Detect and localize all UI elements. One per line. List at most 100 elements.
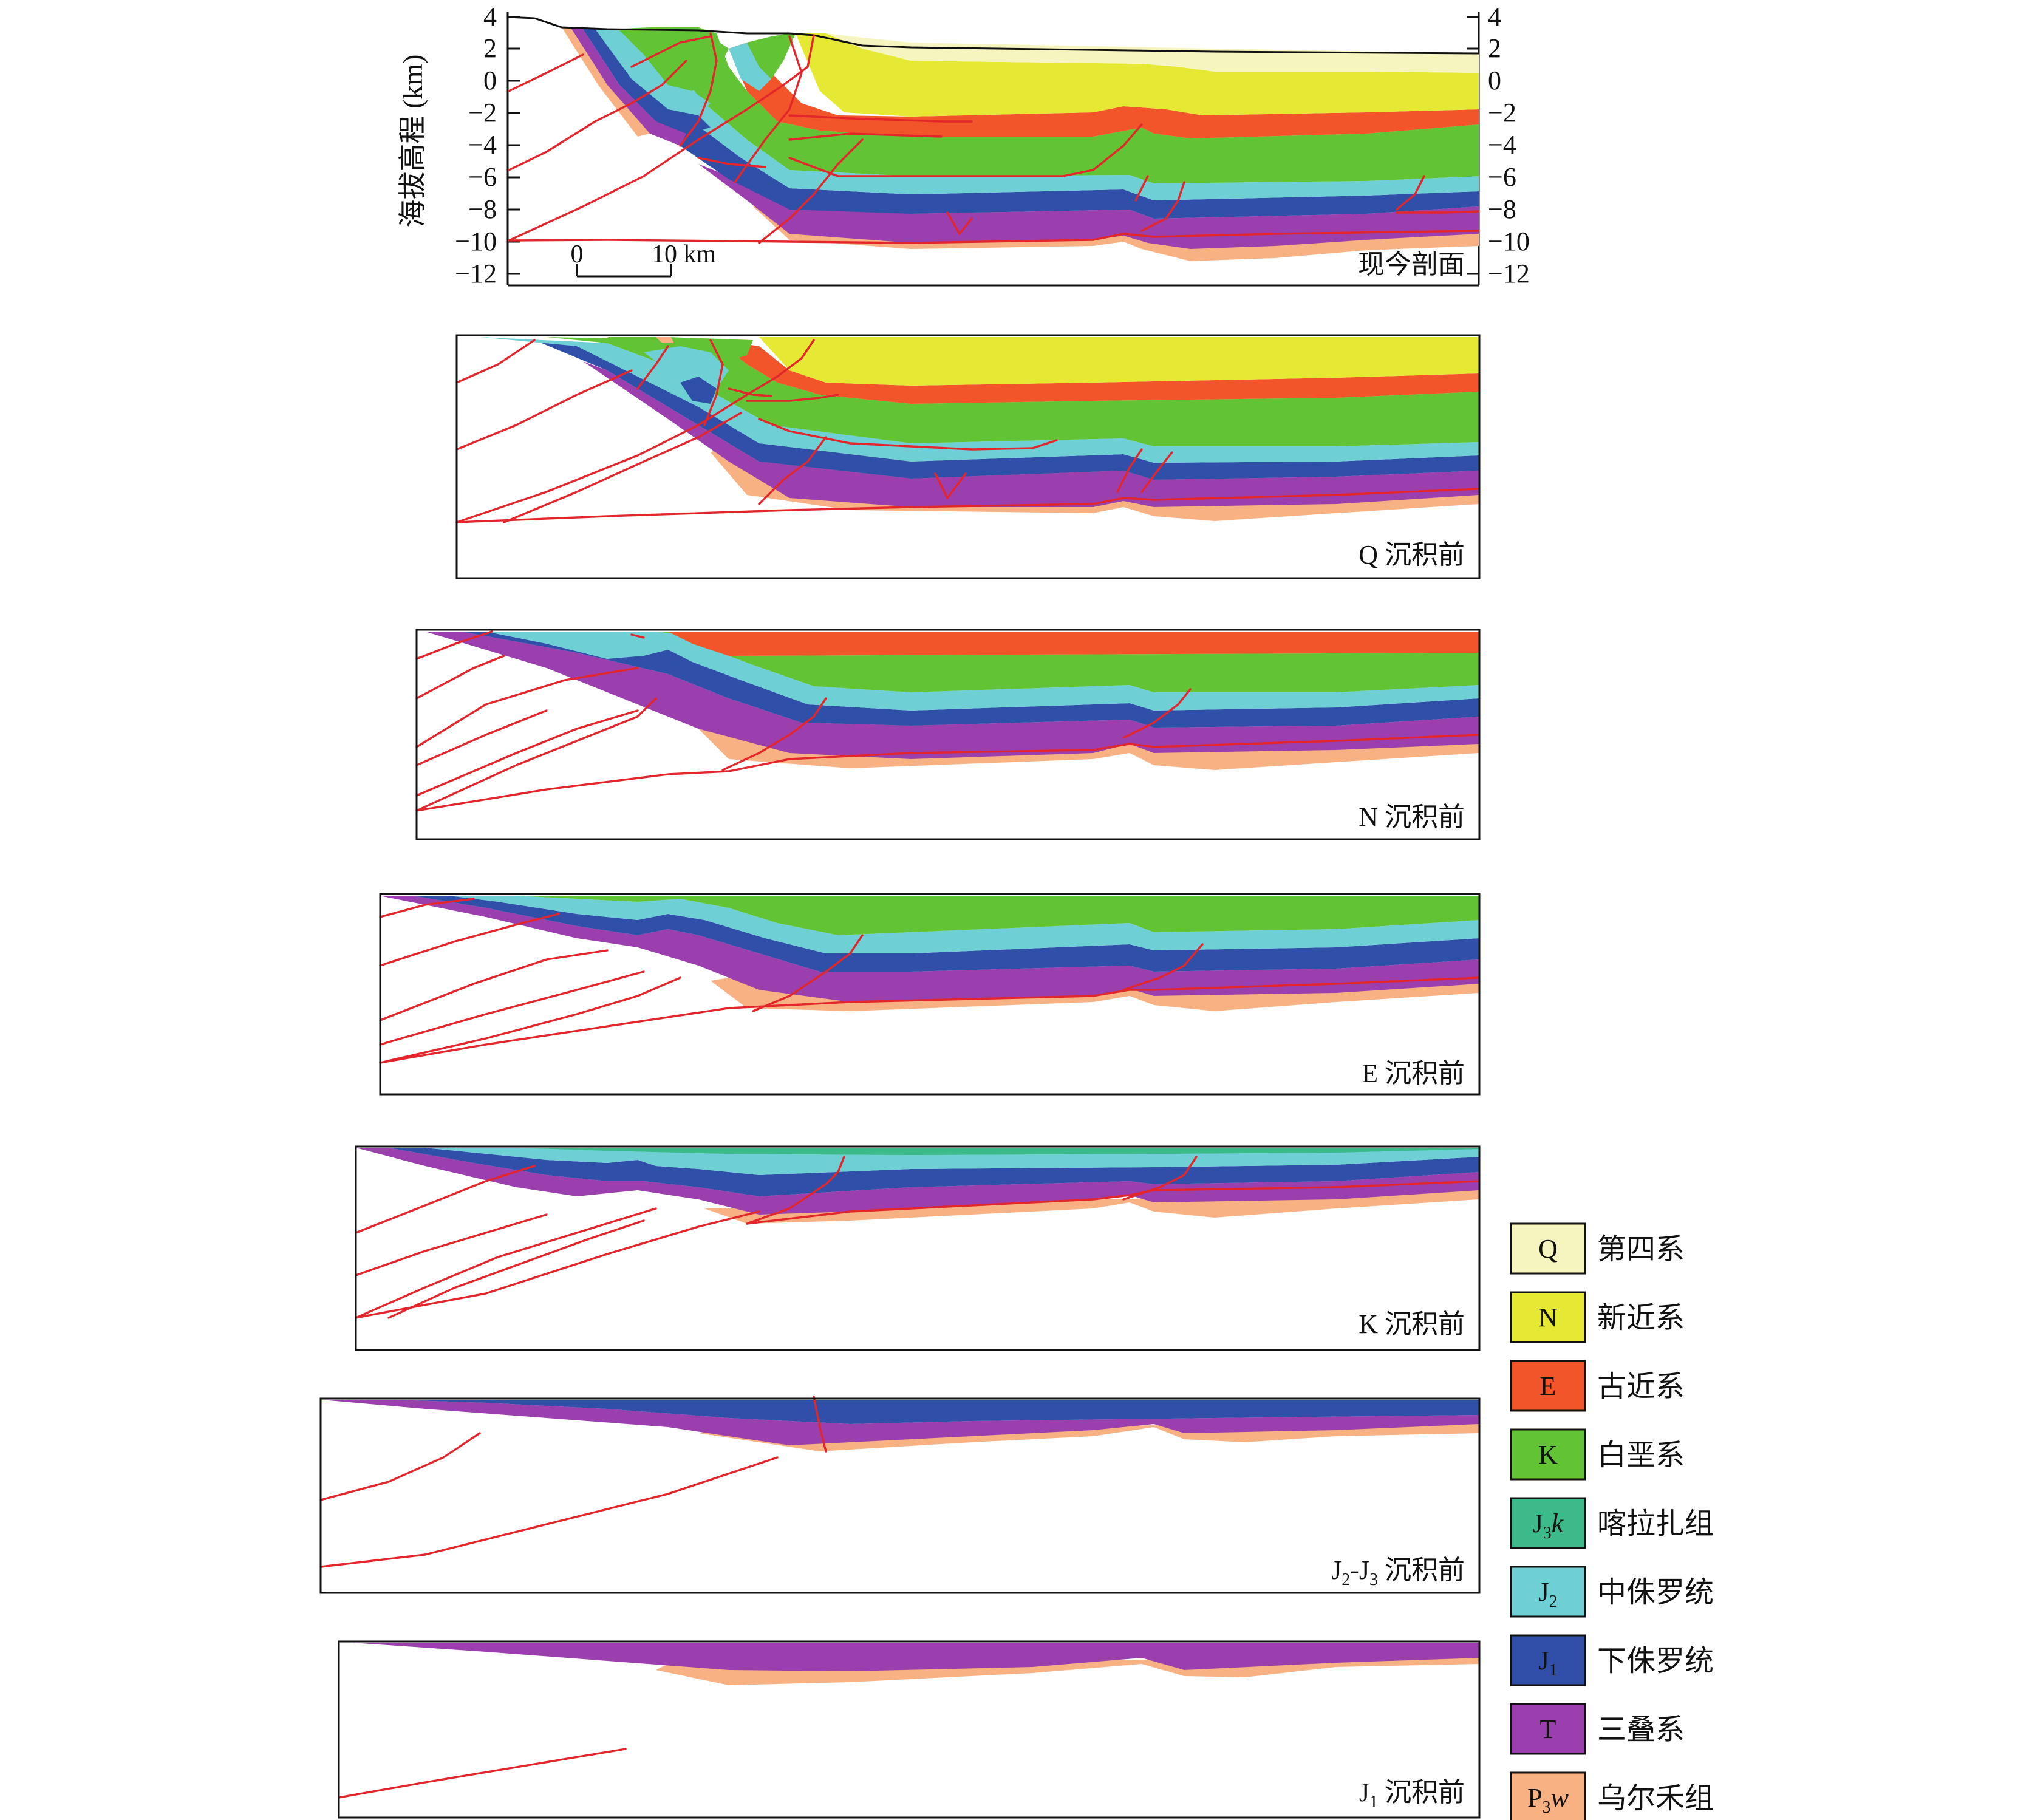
label-part: -J	[1350, 1555, 1369, 1585]
layer-J2	[595, 29, 711, 115]
layer-N	[759, 337, 1479, 386]
layer-K	[547, 337, 1479, 446]
legend-code-part: J	[1538, 1646, 1549, 1675]
legend-code-part: K	[1538, 1440, 1558, 1470]
y-tick-label: −4	[468, 130, 497, 160]
y-tick-label: 2	[483, 33, 497, 63]
y-axis-label: 海拔高程 (km)	[397, 55, 428, 228]
y-tick-label: 0	[483, 66, 497, 95]
legend-code-part: 2	[1549, 1592, 1558, 1611]
layer-J1	[638, 91, 1479, 219]
layer-J2	[425, 1148, 1479, 1175]
legend-code: T	[1540, 1714, 1556, 1744]
legend-item-J3k: J3k 喀拉扎组	[1510, 1497, 1714, 1549]
panel-frame	[355, 1145, 1481, 1351]
layer-J1	[680, 377, 717, 404]
legend-swatch	[1510, 1360, 1586, 1412]
layer-J2	[729, 43, 771, 91]
label-part: J	[1359, 1777, 1369, 1807]
layer-K	[559, 632, 1479, 692]
label-part: 3	[1369, 1570, 1378, 1589]
layer-T	[352, 1643, 1479, 1671]
faults-present	[508, 32, 1480, 244]
y-tick-label-right: 0	[1488, 66, 1501, 95]
strata-pre-k	[356, 1148, 1479, 1224]
faults-pre-k	[355, 1156, 1480, 1319]
panel-label: J2-J3 沉积前	[1331, 1555, 1465, 1589]
panel-present: 4 2 0 −2 −4 −6 −8 −10 −12 海拔高程 (km) 4 2 …	[397, 2, 1530, 288]
layer-T	[380, 896, 1479, 1002]
layer-J1	[534, 340, 1479, 480]
legend-code: J3k	[1533, 1508, 1564, 1542]
y-tick-label-right: 2	[1488, 33, 1501, 63]
y-tick-label: −10	[455, 227, 497, 256]
layer-T	[571, 28, 686, 146]
y-tick-label: −12	[455, 259, 497, 288]
legend-label: 第四系	[1597, 1233, 1685, 1266]
layer-K	[747, 33, 796, 79]
y-tick-label-right: −4	[1488, 130, 1516, 160]
legend-code-part: T	[1540, 1714, 1556, 1744]
y-tick-label-right: −2	[1488, 98, 1516, 128]
faults-pre-e	[379, 898, 1480, 1064]
layer-J1	[607, 650, 686, 668]
legend-swatch	[1510, 1428, 1586, 1481]
label-part: 沉积前	[1378, 1555, 1465, 1585]
faults-pre-q	[455, 339, 1480, 523]
layer-T	[322, 1400, 1479, 1445]
panel-label: K 沉积前	[1359, 1309, 1465, 1339]
y-tick-label: −2	[468, 98, 497, 128]
panel-label: J1 沉积前	[1359, 1777, 1465, 1811]
legend-code: K	[1538, 1440, 1558, 1470]
legend-swatch	[1510, 1634, 1586, 1686]
legend-code: J2	[1538, 1577, 1557, 1611]
panel-label: 现今剖面	[1358, 250, 1465, 279]
panel-pre-j1: J1 沉积前	[338, 1640, 1481, 1819]
legend-code-part: Q	[1538, 1234, 1558, 1264]
panel-label: E 沉积前	[1362, 1058, 1465, 1088]
layer-K	[516, 896, 1479, 935]
panel-label: Q 沉积前	[1359, 540, 1465, 570]
layer-E	[632, 632, 1479, 656]
legend-code-part: J	[1533, 1508, 1543, 1538]
legend-code: J1	[1538, 1646, 1557, 1680]
layer-J2	[644, 346, 729, 389]
panel-frame	[415, 629, 1481, 840]
legend-swatch	[1510, 1291, 1586, 1343]
label-part: 沉积前	[1378, 1777, 1465, 1807]
panel-frame	[379, 893, 1481, 1096]
layer-T	[668, 152, 1479, 249]
legend-swatch	[1510, 1703, 1586, 1755]
legend-label: 喀拉扎组	[1597, 1508, 1714, 1540]
legend-code-part: P	[1527, 1783, 1542, 1813]
legend-label: 新近系	[1597, 1302, 1685, 1334]
layer-J1	[462, 632, 1479, 728]
layer-J2	[607, 33, 1479, 200]
legend-swatch	[1510, 1497, 1586, 1549]
y-axis-right: 4 2 0 −2 −4 −6 −8 −10 −12	[1467, 2, 1530, 288]
layer-Q	[826, 33, 1479, 73]
legend-code-part: 3	[1543, 1798, 1551, 1817]
strata-present	[562, 27, 1479, 261]
legend-item-T: T 三叠系	[1510, 1703, 1685, 1755]
panel-label: N 沉积前	[1359, 802, 1465, 832]
panel-pre-e: E 沉积前	[379, 893, 1481, 1096]
y-tick-label-right: −8	[1488, 194, 1516, 224]
legend-item-J1: J1 下侏罗统	[1510, 1634, 1714, 1686]
legend-swatch	[1510, 1222, 1586, 1275]
legend-code-part: N	[1538, 1303, 1558, 1332]
y-tick-label-right: −10	[1488, 227, 1530, 256]
panel-frame	[338, 1640, 1481, 1819]
panel-frame	[319, 1397, 1481, 1594]
y-tick-label: −6	[468, 162, 497, 192]
y-tick-label-right: 4	[1488, 2, 1501, 32]
y-tick-label-right: −6	[1488, 162, 1516, 192]
layer-J2	[449, 896, 1479, 953]
layer-J2	[480, 337, 1479, 463]
layer-J1	[413, 896, 1479, 972]
legend-code-part: k	[1552, 1508, 1564, 1538]
y-tick-label-right: −12	[1488, 259, 1530, 288]
topographic-surface	[507, 16, 1479, 55]
strata-pre-n	[425, 632, 1479, 770]
